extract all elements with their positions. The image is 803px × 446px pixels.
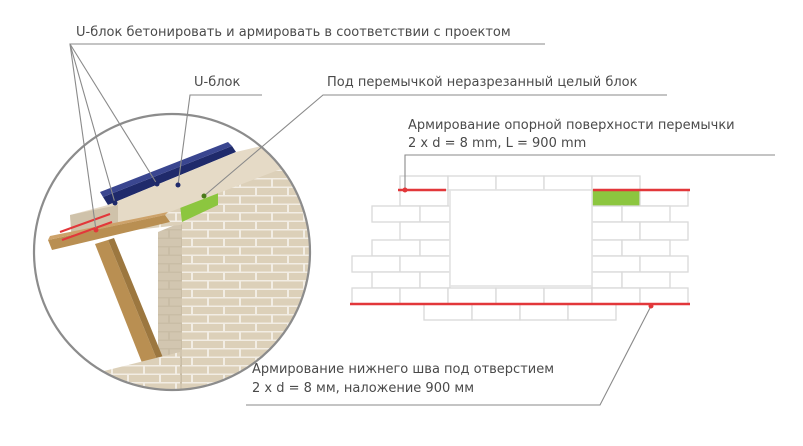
elev-row-9 [423,303,617,321]
elev-row-1 [399,175,641,191]
wall-elevation [351,175,689,321]
elev-row-5 [371,239,671,257]
formwork-prop [95,240,162,378]
label-uncut-block: Под перемычкой неразрезанный целый блок [327,75,638,90]
formwork-plank [48,215,170,250]
label-bearing-line2: 2 x d = 8 mm, L = 900 mm [408,136,587,151]
leader-u-block [177,94,262,186]
u-block-shape [103,146,236,205]
rebar-left-2 [61,221,113,241]
detail-circle-outline [32,112,312,392]
leader-uncut-block [203,94,667,197]
leader-dots-right [402,187,654,309]
leader-bearing [404,154,775,190]
elev-row-8 [351,287,689,305]
leader-bottom [246,305,652,406]
u-block-top [100,142,232,197]
label-u-block-concrete: U-блок бетонировать и армировать в соотв… [76,25,511,40]
label-u-block: U-блок [194,75,241,90]
label-bottom-line2: 2 x d = 8 мм, наложение 900 мм [252,381,474,396]
elev-row-2 [399,189,689,207]
leaders-left [69,43,667,231]
leader-u-block-concrete-3 [69,43,97,231]
formwork-plank-top [48,212,168,240]
lintel-block [70,130,310,243]
elev-uncut-block [591,189,641,207]
rebar-left-1 [59,213,111,233]
formwork-prop-shadow [108,238,168,372]
label-bottom-line1: Армирование нижнего шва под отверстием [252,362,555,377]
leader-u-block-concrete-2 [69,43,158,185]
leader-dots-left [93,181,207,233]
leaders-right [246,154,775,406]
elev-row-7 [371,271,671,289]
label-bearing-line1: Армирование опорной поверхности перемычк… [408,118,735,133]
elev-row-3 [371,205,671,223]
wall-opening [449,189,593,287]
